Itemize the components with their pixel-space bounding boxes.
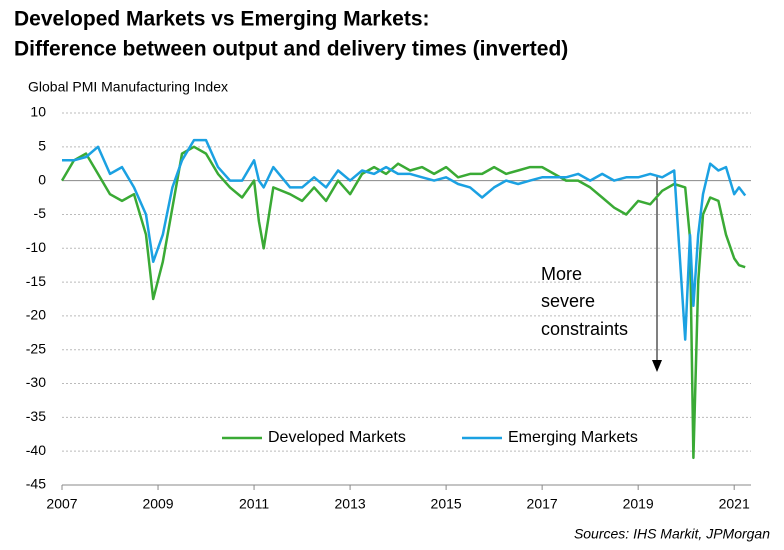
x-tick-label: 2021 xyxy=(719,496,750,512)
y-tick-label: -15 xyxy=(26,273,46,289)
series-line xyxy=(62,138,747,341)
y-tick-label: 5 xyxy=(38,138,46,154)
y-tick-label: -5 xyxy=(34,205,47,221)
arrow-head xyxy=(652,360,662,372)
y-axis-label: Global PMI Manufacturing Index xyxy=(28,79,228,95)
y-tick-label: 0 xyxy=(38,171,46,187)
legend-label: Emerging Markets xyxy=(508,429,638,446)
y-tick-label: -35 xyxy=(26,408,46,424)
y-tick-label: -10 xyxy=(26,239,46,255)
y-tick-label: 10 xyxy=(30,104,46,120)
y-tick-label: -30 xyxy=(26,374,46,390)
x-tick-label: 2013 xyxy=(335,496,366,512)
x-tick-label: 2015 xyxy=(431,496,462,512)
legend-label: Developed Markets xyxy=(268,429,406,446)
x-tick-label: 2007 xyxy=(46,496,77,512)
source: Sources: IHS Markit, JPMorgan xyxy=(574,526,770,542)
y-tick-label: -25 xyxy=(26,340,46,356)
annotation: severe xyxy=(541,291,595,311)
x-tick-label: 2017 xyxy=(527,496,558,512)
x-tick-label: 2019 xyxy=(623,496,654,512)
annotation: More xyxy=(541,264,582,284)
y-tick-label: -40 xyxy=(26,442,46,458)
annotation: constraints xyxy=(541,319,628,339)
x-tick-label: 2011 xyxy=(239,496,269,512)
y-tick-label: -20 xyxy=(26,307,46,323)
series-line xyxy=(60,145,746,460)
chart-title-line: Difference between output and delivery t… xyxy=(14,38,568,61)
x-tick-label: 2009 xyxy=(142,496,173,512)
chart-title-line: Developed Markets vs Emerging Markets: xyxy=(14,8,430,31)
y-tick-label: -45 xyxy=(26,476,46,492)
